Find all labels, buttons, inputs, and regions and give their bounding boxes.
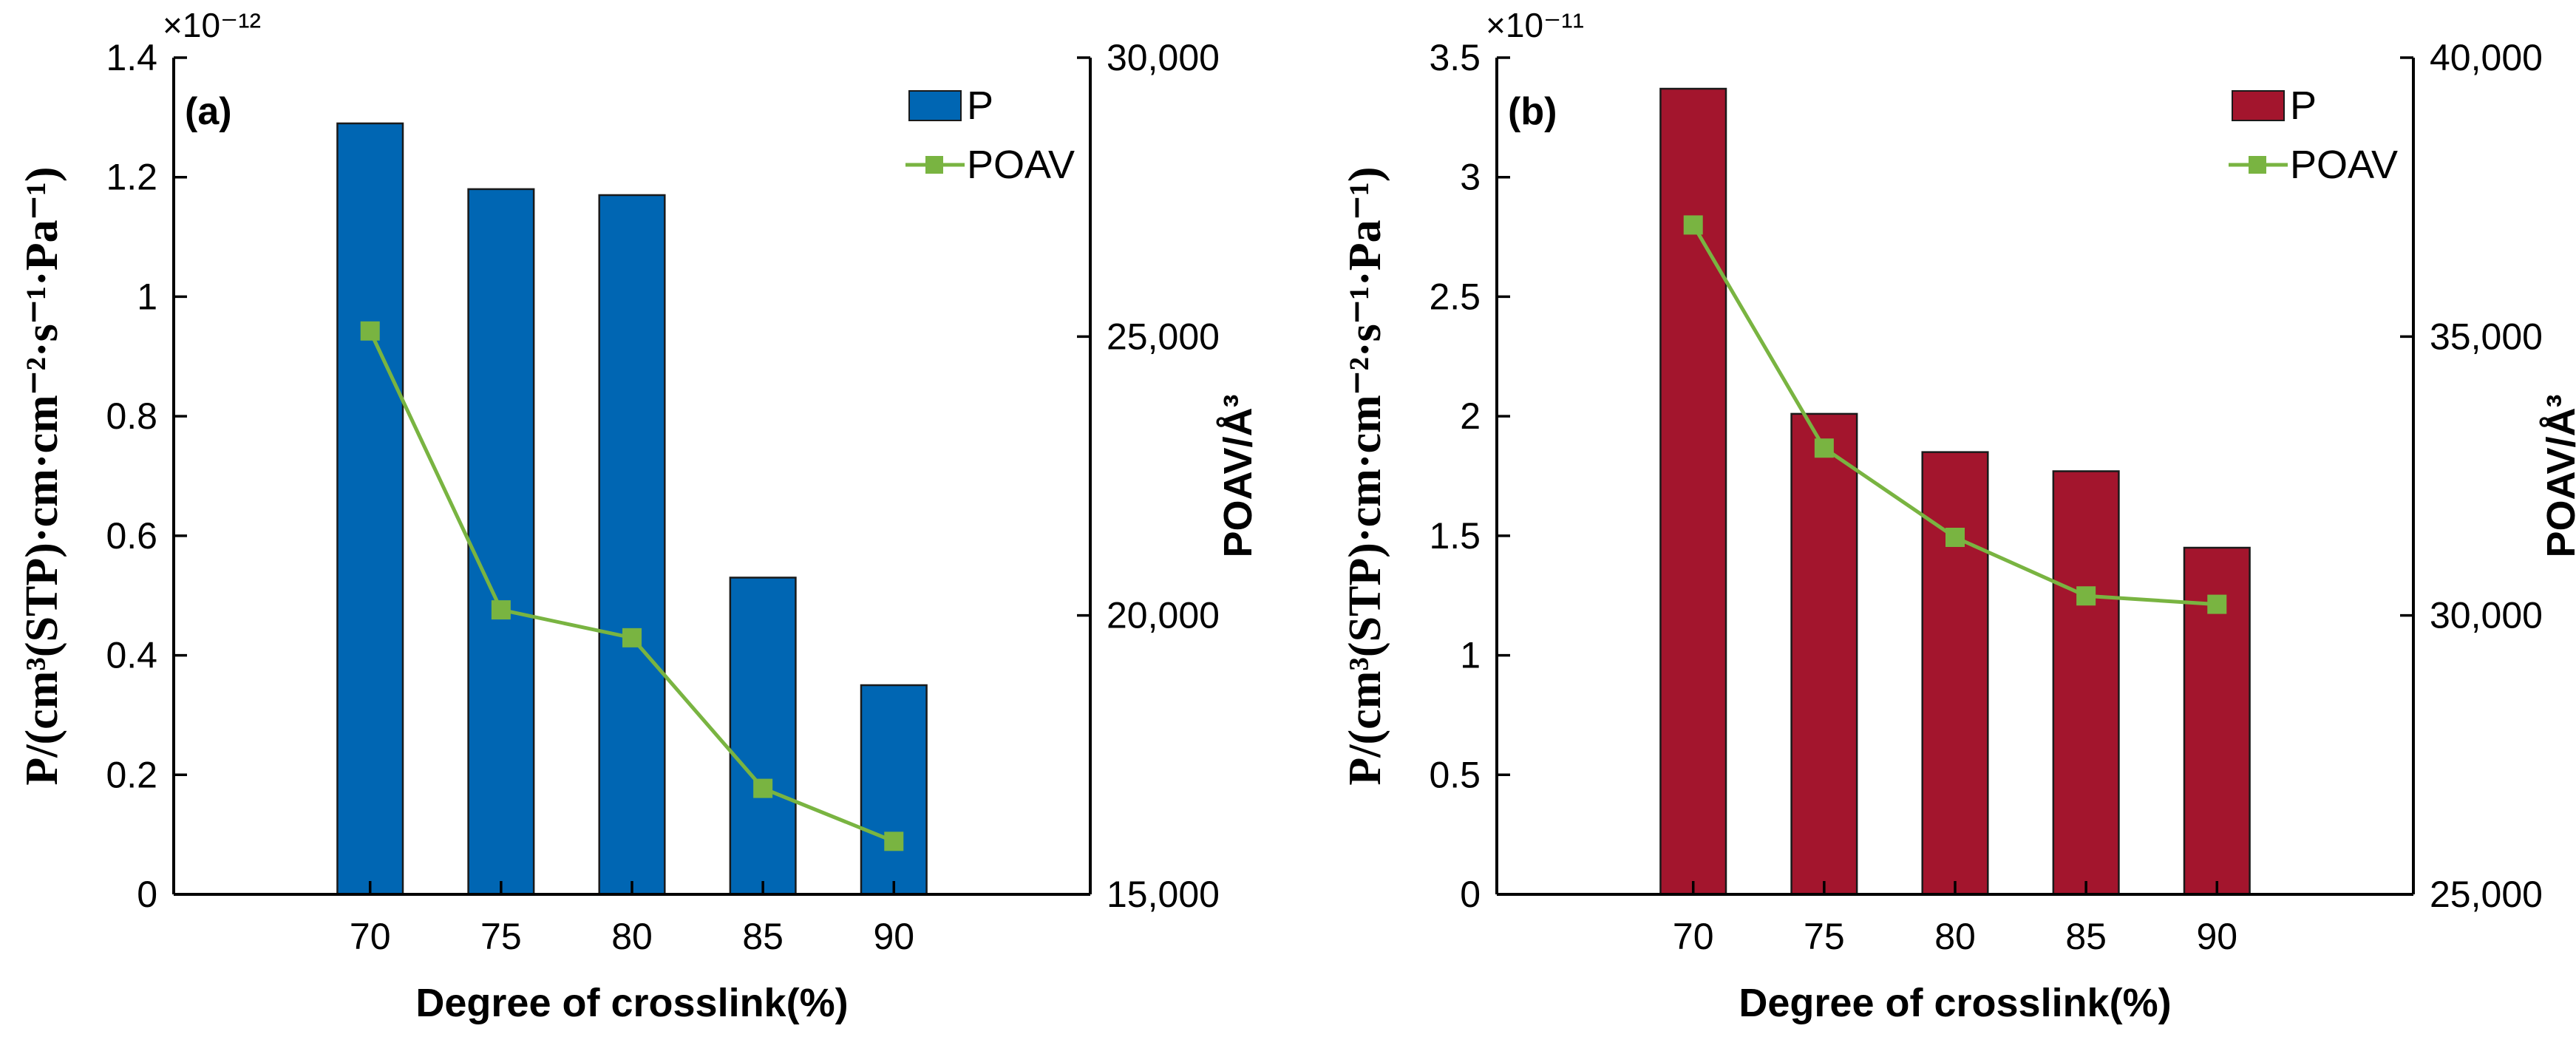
y-tick-label: 0.8 (106, 395, 157, 437)
y2-axis-title: POAV/Å³ (1216, 394, 1260, 557)
x-tick-label: 75 (1804, 916, 1845, 957)
y-tick-label: 0.2 (106, 754, 157, 795)
y-exponent-label: ×10⁻¹¹ (1486, 6, 1584, 44)
y-tick-label: 0 (137, 874, 157, 915)
legend-label-poav: POAV (967, 143, 1075, 187)
y-tick-label: 0.5 (1429, 754, 1481, 795)
panel-label: (a) (185, 90, 232, 133)
bar-70 (1659, 87, 1727, 896)
legend-marker-poav (2249, 156, 2266, 174)
y-tick-label: 0.4 (106, 635, 157, 676)
y-axis-title: P/(cm³(STP)·cm·cm⁻²·s⁻¹·Pa⁻¹) (17, 166, 67, 785)
y2-tick-label: 20,000 (1107, 595, 1220, 636)
x-tick-label: 90 (2196, 916, 2237, 957)
y2-tick-label: 30,000 (1107, 37, 1220, 78)
y-tick-label: 0 (1460, 874, 1481, 915)
bar-70 (336, 122, 404, 896)
poav-point-85 (2076, 586, 2096, 606)
x-tick-label: 75 (480, 916, 522, 957)
y-tick-label: 1.5 (1429, 515, 1481, 557)
legend-marker-poav (925, 156, 943, 174)
bar-85 (2052, 470, 2120, 896)
chart-panel-a: 0 0.2 0.4 0.6 0.8 1 1.2 1.4 15,000 20,000 25,000 30… (17, 6, 1260, 1025)
bar-80 (1921, 451, 1989, 896)
legend-label-p: P (2290, 84, 2317, 128)
x-tick-label: 85 (2065, 916, 2107, 957)
x-tick-label: 70 (1673, 916, 1714, 957)
legend-swatch-p (908, 90, 962, 121)
y-tick-label: 3.5 (1429, 37, 1481, 78)
y-tick-label: 2 (1460, 395, 1481, 437)
x-tick-label: 80 (611, 916, 653, 957)
legend-label-poav: POAV (2290, 143, 2398, 187)
x-tick-label: 85 (742, 916, 784, 957)
x-axis-title: Degree of crosslink(%) (415, 981, 848, 1025)
bar-90 (860, 684, 928, 896)
y-tick-label: 3 (1460, 157, 1481, 198)
y2-tick-label: 30,000 (2430, 595, 2543, 636)
x-tick-label: 80 (1934, 916, 1976, 957)
poav-point-90 (2207, 594, 2227, 614)
y2-tick-label: 25,000 (2430, 874, 2543, 915)
chart-panel-b: 0 0.5 1 1.5 2 2.5 3 3.5 25,000 30,000 35,000 40,000… (1340, 6, 2576, 1025)
panel-label: (b) (1508, 90, 1557, 133)
poav-point-80 (622, 628, 642, 647)
y-tick-label: 0.6 (106, 515, 157, 557)
y-tick-label: 1.4 (106, 37, 157, 78)
y-tick-label: 1 (137, 276, 157, 317)
bar-75 (467, 188, 535, 896)
x-axis-title: Degree of crosslink(%) (1739, 981, 2171, 1025)
x-tick-label: 70 (350, 916, 391, 957)
poav-point-75 (491, 600, 511, 620)
y2-tick-label: 25,000 (1107, 316, 1220, 357)
y2-tick-label: 40,000 (2430, 37, 2543, 78)
x-tick-label: 90 (873, 916, 914, 957)
y-exponent-label: ×10⁻¹² (163, 6, 261, 44)
y2-tick-label: 35,000 (2430, 316, 2543, 357)
y-tick-label: 1.2 (106, 157, 157, 198)
y-axis-title: P/(cm³(STP)·cm·cm⁻²·s⁻¹·Pa⁻¹) (1340, 166, 1390, 785)
y-tick-label: 1 (1460, 635, 1481, 676)
y-tick-label: 2.5 (1429, 276, 1481, 317)
legend-swatch-p (2232, 90, 2285, 121)
y2-axis-title: POAV/Å³ (2539, 394, 2576, 557)
poav-point-90 (884, 832, 904, 851)
legend-label-p: P (967, 84, 993, 128)
poav-point-75 (1814, 438, 1834, 458)
poav-point-80 (1945, 528, 1965, 548)
bar-80 (598, 194, 666, 896)
bar-85 (729, 577, 797, 896)
poav-point-70 (1683, 215, 1703, 235)
poav-point-70 (360, 321, 380, 341)
poav-point-85 (753, 778, 773, 798)
bar-75 (1790, 412, 1858, 896)
y2-tick-label: 15,000 (1107, 874, 1220, 915)
